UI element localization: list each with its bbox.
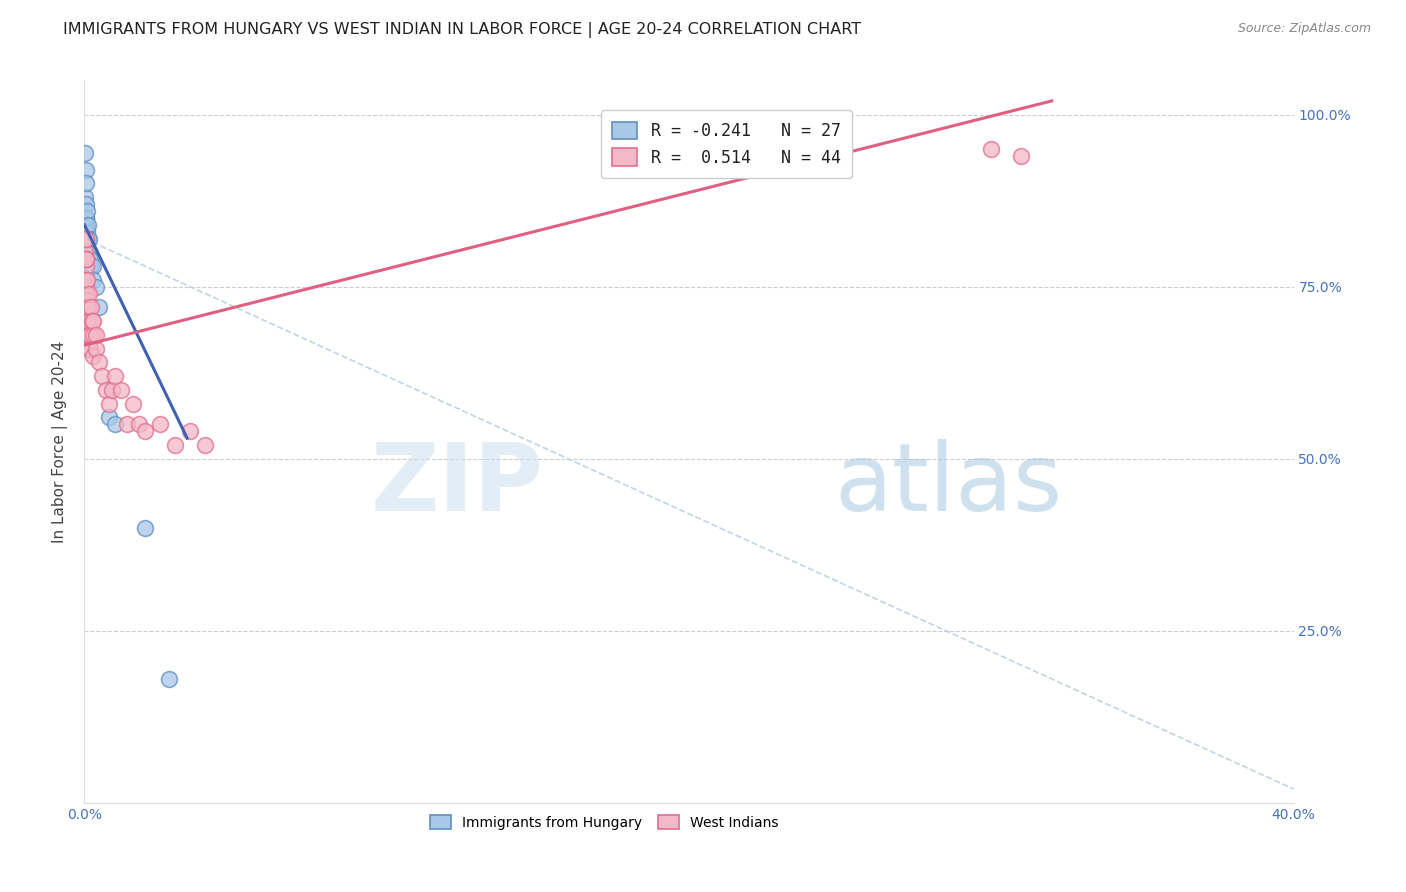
Point — [77, 231, 100, 245]
Point — [77, 245, 100, 260]
Point — [76, 301, 98, 315]
Point — [82, 327, 104, 342]
Text: ZIP: ZIP — [371, 439, 544, 531]
Point — [76, 293, 98, 308]
Point — [75, 190, 97, 204]
Legend: Immigrants from Hungary, West Indians: Immigrants from Hungary, West Indians — [425, 810, 785, 836]
Point — [76, 259, 98, 273]
Point — [76, 273, 98, 287]
Point — [80, 301, 103, 315]
Point — [82, 259, 104, 273]
Point — [82, 314, 104, 328]
Point — [75, 177, 97, 191]
Point — [77, 342, 100, 356]
Point — [77, 259, 100, 273]
Point — [77, 314, 100, 328]
Point — [75, 218, 97, 232]
Point — [94, 383, 117, 397]
Point — [115, 417, 138, 432]
Point — [77, 314, 100, 328]
Point — [134, 520, 156, 534]
Point — [134, 424, 156, 438]
Point — [80, 314, 103, 328]
Text: atlas: atlas — [834, 439, 1063, 531]
Point — [86, 327, 108, 342]
Text: Source: ZipAtlas.com: Source: ZipAtlas.com — [1237, 22, 1371, 36]
Point — [79, 327, 101, 342]
Point — [86, 342, 108, 356]
Point — [75, 162, 97, 177]
Point — [980, 142, 1002, 156]
Point — [75, 231, 97, 245]
Point — [104, 369, 127, 384]
Point — [149, 417, 172, 432]
Point — [77, 327, 100, 342]
Point — [82, 273, 104, 287]
Point — [77, 301, 100, 315]
Point — [104, 417, 127, 432]
Point — [75, 197, 97, 211]
Point — [1011, 149, 1033, 163]
Point — [86, 279, 108, 293]
Y-axis label: In Labor Force | Age 20-24: In Labor Force | Age 20-24 — [52, 341, 69, 542]
Point — [110, 383, 132, 397]
Point — [80, 259, 103, 273]
Point — [77, 231, 100, 245]
Point — [73, 145, 96, 160]
Point — [75, 259, 97, 273]
Point — [194, 438, 217, 452]
Point — [75, 231, 97, 245]
Point — [76, 204, 98, 219]
Point — [73, 245, 96, 260]
Point — [76, 245, 98, 260]
Point — [76, 273, 98, 287]
Point — [91, 369, 114, 384]
Point — [77, 218, 100, 232]
Point — [89, 301, 111, 315]
Point — [97, 410, 120, 425]
Point — [76, 286, 98, 301]
Point — [79, 252, 101, 267]
Text: IMMIGRANTS FROM HUNGARY VS WEST INDIAN IN LABOR FORCE | AGE 20-24 CORRELATION CH: IMMIGRANTS FROM HUNGARY VS WEST INDIAN I… — [63, 22, 862, 38]
Point — [97, 397, 120, 411]
Point — [75, 211, 97, 225]
Point — [157, 672, 180, 686]
Point — [82, 349, 104, 363]
Point — [179, 424, 201, 438]
Point — [76, 211, 98, 225]
Point — [121, 397, 143, 411]
Point — [100, 383, 122, 397]
Point — [75, 252, 97, 267]
Point — [75, 279, 97, 293]
Point — [89, 355, 111, 369]
Point — [79, 286, 101, 301]
Point — [76, 225, 98, 239]
Point — [165, 438, 187, 452]
Point — [79, 342, 101, 356]
Point — [128, 417, 150, 432]
Point — [76, 252, 98, 267]
